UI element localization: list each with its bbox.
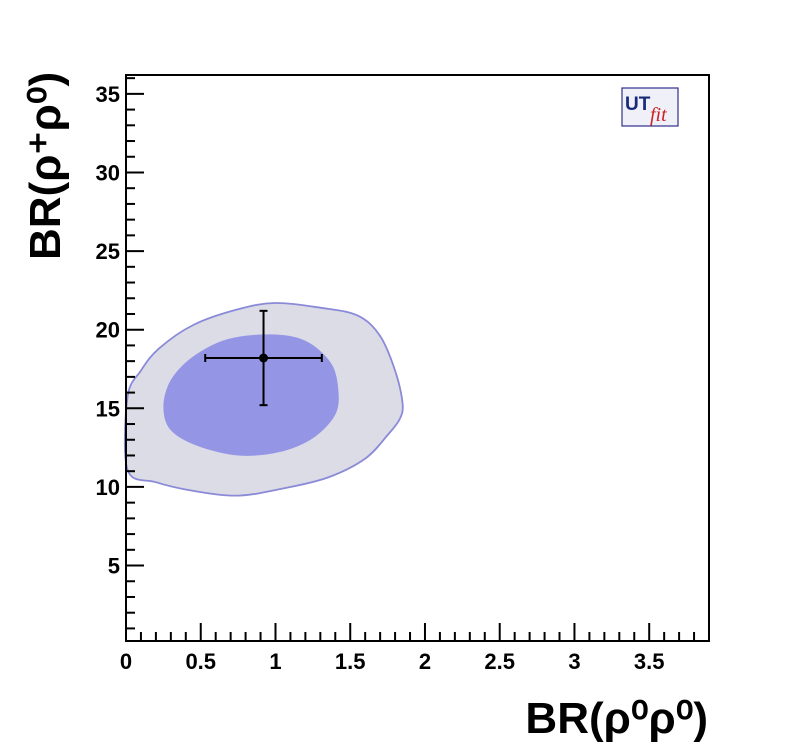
y-tick-labels: 5 10 15 20 25 30 35 (96, 82, 120, 579)
y-tick-label: 20 (96, 318, 120, 343)
x-tick-label: 3.5 (634, 649, 665, 674)
y-tick-label: 10 (96, 475, 120, 500)
y-tick-label: 30 (96, 160, 120, 185)
measurement-point-layer (204, 309, 323, 407)
y-tick-label: 35 (96, 82, 120, 107)
y-tick-label: 5 (108, 554, 120, 579)
x-tick-label: 3 (568, 649, 580, 674)
x-tick-label: 1 (269, 649, 281, 674)
y-tick-label: 15 (96, 396, 120, 421)
logo-text-sub: fit (650, 104, 667, 126)
utfit-logo: UT fit (621, 87, 679, 127)
confidence-region-inner (163, 334, 339, 456)
logo-text-main: UT (625, 94, 651, 115)
y-axis-title: BR(ρ⁺ρ⁰) (21, 72, 70, 260)
measurement-point (259, 353, 269, 363)
x-tick-label: 0.5 (185, 649, 216, 674)
x-axis-title: BR(ρ⁰ρ⁰) (525, 694, 708, 743)
x-tick-label: 2.5 (484, 649, 515, 674)
x-tick-label: 1.5 (335, 649, 366, 674)
x-tick-label: 0 (120, 649, 132, 674)
x-tick-label: 2 (419, 649, 431, 674)
plot-frame (125, 74, 710, 642)
y-tick-label: 25 (96, 239, 120, 264)
x-tick-labels: 0 0.5 1 1.5 2 2.5 3 3.5 (120, 649, 665, 674)
